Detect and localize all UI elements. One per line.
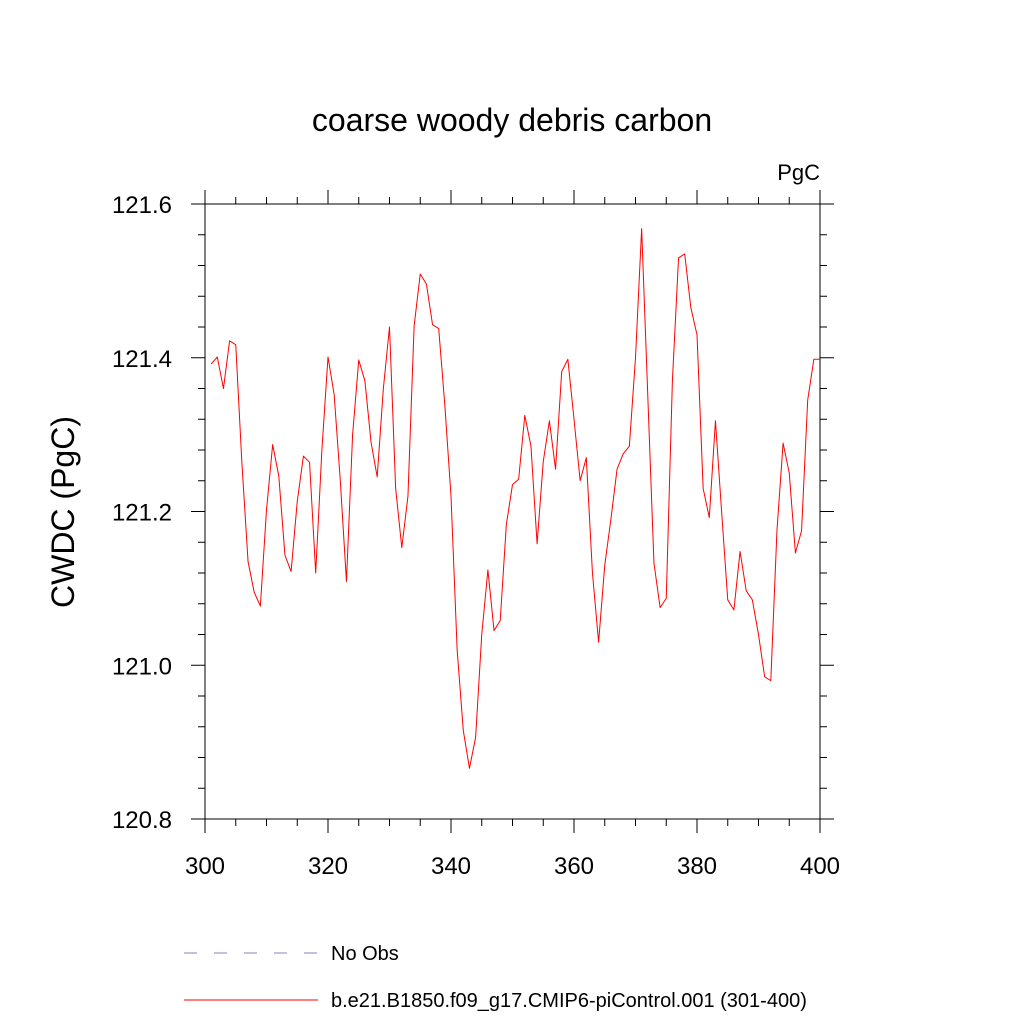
x-tick-label: 360 bbox=[554, 853, 594, 880]
chart-title: coarse woody debris carbon bbox=[312, 102, 712, 138]
plot-area bbox=[210, 228, 820, 769]
units-label: PgC bbox=[777, 160, 820, 185]
x-tick-label: 340 bbox=[431, 853, 471, 880]
y-tick-label: 121.2 bbox=[112, 500, 172, 527]
series-line bbox=[210, 228, 820, 769]
y-axis-label: CWDC (PgC) bbox=[45, 416, 81, 608]
x-tick-label: 320 bbox=[308, 853, 348, 880]
x-tick-label: 380 bbox=[677, 853, 717, 880]
plot-frame bbox=[204, 203, 821, 820]
axes: 300 320 340 360 380 400 120.8 121.0 121.2 121.4 12… bbox=[112, 190, 840, 880]
legend: No Obs b.e21.B1850.f09_g17.CMIP6-piContr… bbox=[184, 943, 807, 1012]
x-tick-label: 300 bbox=[185, 853, 225, 880]
legend-label-no-obs: No Obs bbox=[331, 943, 399, 965]
x-tick-label: 400 bbox=[800, 853, 840, 880]
y-tick-label: 121.6 bbox=[112, 192, 172, 219]
legend-label-control: b.e21.B1850.f09_g17.CMIP6-piControl.001 … bbox=[331, 990, 807, 1012]
y-tick-label: 121.0 bbox=[112, 653, 172, 680]
y-tick-label: 120.8 bbox=[112, 807, 172, 834]
y-tick-label: 121.4 bbox=[112, 346, 172, 373]
